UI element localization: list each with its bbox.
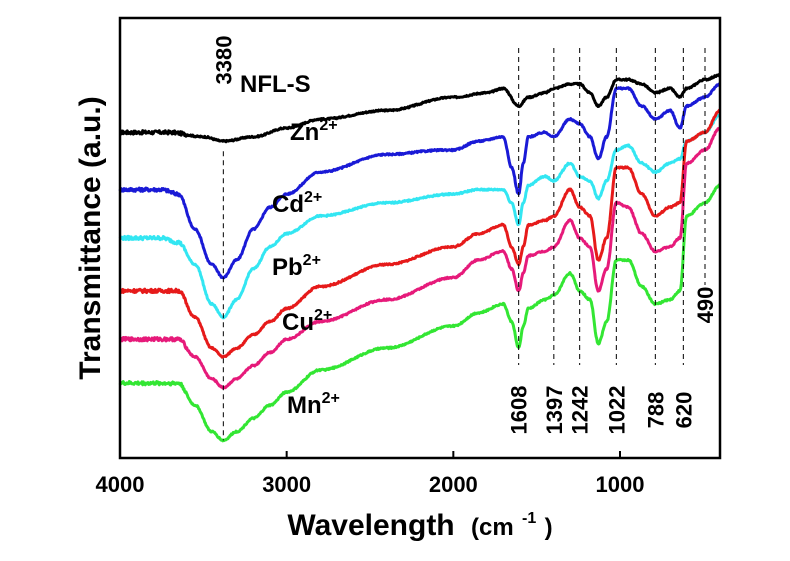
series-label-nfl-s: NFL-S	[240, 71, 311, 98]
x-tick-label: 4000	[96, 472, 145, 497]
reference-label-3380: 3380	[211, 36, 236, 85]
series-label-cu: Cu2+	[282, 307, 332, 336]
series-label-pb: Pb2+	[272, 252, 321, 281]
series-line-pb	[119, 108, 721, 359]
series-label-mn: Mn2+	[287, 390, 340, 419]
series-label-zn: Zn2+	[290, 117, 338, 146]
reference-label-620: 620	[671, 392, 696, 429]
reference-label-1022: 1022	[604, 386, 629, 435]
series-labels-layer: NFL-S Zn2+ Cd2+ Pb2+ Cu2+ Mn2+	[240, 71, 340, 419]
series-label-cd: Cd2+	[272, 189, 322, 218]
y-axis-label: Transmittance (a.u.)	[74, 96, 107, 379]
reference-label-1397: 1397	[542, 386, 567, 435]
x-tick-label: 2000	[429, 472, 478, 497]
series-line-zn	[118, 82, 721, 280]
x-axis-label: Wavelength (cm -1 )	[287, 497, 552, 542]
reference-label-788: 788	[643, 392, 668, 429]
series-line-nfl-s	[119, 73, 721, 144]
reference-label-1242: 1242	[568, 386, 593, 435]
x-ticks-layer: 4000 3000 2000 1000	[96, 451, 645, 497]
x-tick-label: 3000	[262, 472, 311, 497]
plot-frame	[118, 16, 722, 460]
series-line-cu	[118, 126, 722, 390]
series-line-cd	[118, 113, 721, 320]
x-tick-label: 1000	[596, 472, 645, 497]
reference-label-490: 490	[693, 287, 718, 324]
series-line-mn	[118, 183, 722, 443]
reference-label-1608: 1608	[507, 386, 532, 435]
reference-lines-layer: 3380 1608 1397 1242 1022 788 620 490	[211, 36, 718, 441]
series-layer	[118, 73, 722, 443]
